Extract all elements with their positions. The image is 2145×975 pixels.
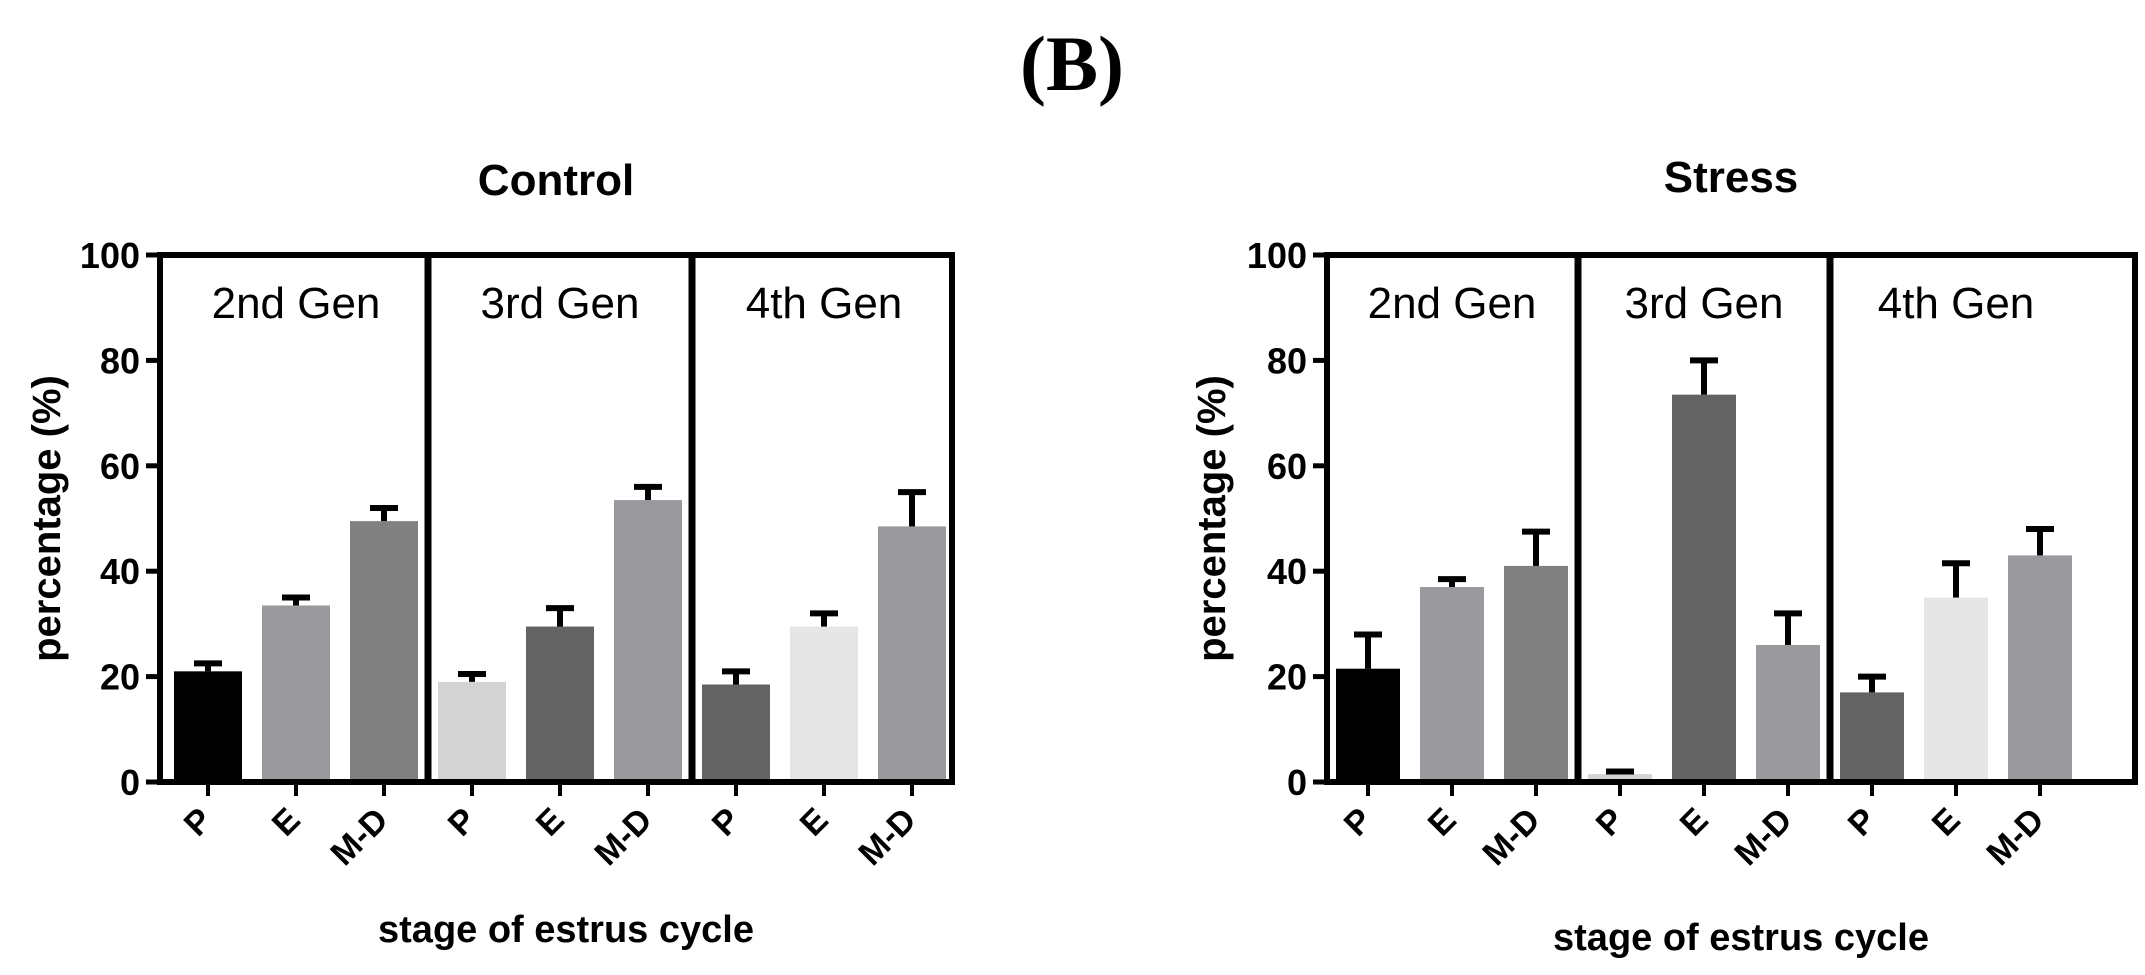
y-tick-label: 60 [1267, 446, 1307, 487]
bar-m-d [1504, 565, 1568, 782]
bar-e [526, 626, 594, 782]
bar-p [174, 671, 242, 782]
bar-e [1672, 394, 1736, 782]
y-axis-label: percentage (%) [25, 375, 69, 662]
y-tick-label: 0 [120, 762, 140, 803]
x-tick-label: E [1925, 801, 1968, 844]
x-tick-label: E [1673, 801, 1716, 844]
bar-m-d [614, 500, 682, 782]
x-tick-label: M-D [1979, 801, 2051, 873]
x-tick-label: P [1337, 801, 1380, 844]
y-tick-label: 20 [100, 657, 140, 698]
y-axis-label: percentage (%) [1190, 375, 1234, 662]
bar-p [1336, 668, 1400, 782]
bar-e [1924, 597, 1988, 782]
group-label: 4th Gen [1878, 279, 2035, 328]
y-tick-label: 0 [1287, 762, 1307, 803]
x-tick-label: P [1841, 801, 1884, 844]
plot-frame [157, 252, 955, 785]
x-tick-label: M-D [1727, 801, 1799, 873]
y-tick-label: 40 [100, 551, 140, 592]
x-tick-label: E [265, 801, 308, 844]
y-tick-label: 80 [100, 340, 140, 381]
x-tick-label: P [705, 801, 748, 844]
x-tick-label: P [177, 801, 220, 844]
x-tick-label: M-D [587, 801, 659, 873]
x-tick-label: P [441, 801, 484, 844]
bar-p [702, 684, 770, 782]
chart-title: Stress [1664, 153, 1799, 202]
bar-p [438, 681, 506, 782]
group-label: 4th Gen [746, 279, 903, 328]
chart-stress: Stress percentage (%) stage of estrus cycl… [1190, 153, 2138, 959]
x-axis-label: stage of estrus cycle [378, 909, 754, 951]
y-tick-label: 100 [80, 235, 140, 276]
bar-m-d [2008, 555, 2072, 782]
y-tick-label: 60 [100, 446, 140, 487]
y-tick-label: 40 [1267, 551, 1307, 592]
group-label: 2nd Gen [212, 279, 381, 328]
bar-p [1588, 774, 1652, 782]
group-label: 2nd Gen [1368, 279, 1537, 328]
group-label: 3rd Gen [481, 279, 640, 328]
x-tick-label: E [529, 801, 572, 844]
x-tick-label: M-D [851, 801, 923, 873]
chart-control: Control percentage (%) stage of estrus cyc… [25, 156, 955, 951]
x-tick-label: P [1589, 801, 1632, 844]
figure-label: (B) [1020, 20, 1124, 107]
bar-p [1840, 692, 1904, 782]
x-tick-label: M-D [1475, 801, 1547, 873]
group-label: 3rd Gen [1625, 279, 1784, 328]
bar-e [262, 605, 330, 782]
bar-e [790, 626, 858, 782]
bar-e [1420, 587, 1484, 782]
chart-title: Control [478, 156, 634, 205]
x-axis-label: stage of estrus cycle [1553, 917, 1929, 959]
bar-m-d [350, 521, 418, 782]
x-tick-label: E [1421, 801, 1464, 844]
x-tick-label: M-D [323, 801, 395, 873]
x-tick-label: E [793, 801, 836, 844]
y-tick-label: 80 [1267, 340, 1307, 381]
y-tick-label: 100 [1247, 235, 1307, 276]
y-tick-label: 20 [1267, 657, 1307, 698]
bar-m-d [1756, 644, 1820, 782]
plot-frame [1324, 252, 2138, 785]
bar-m-d [878, 526, 946, 782]
